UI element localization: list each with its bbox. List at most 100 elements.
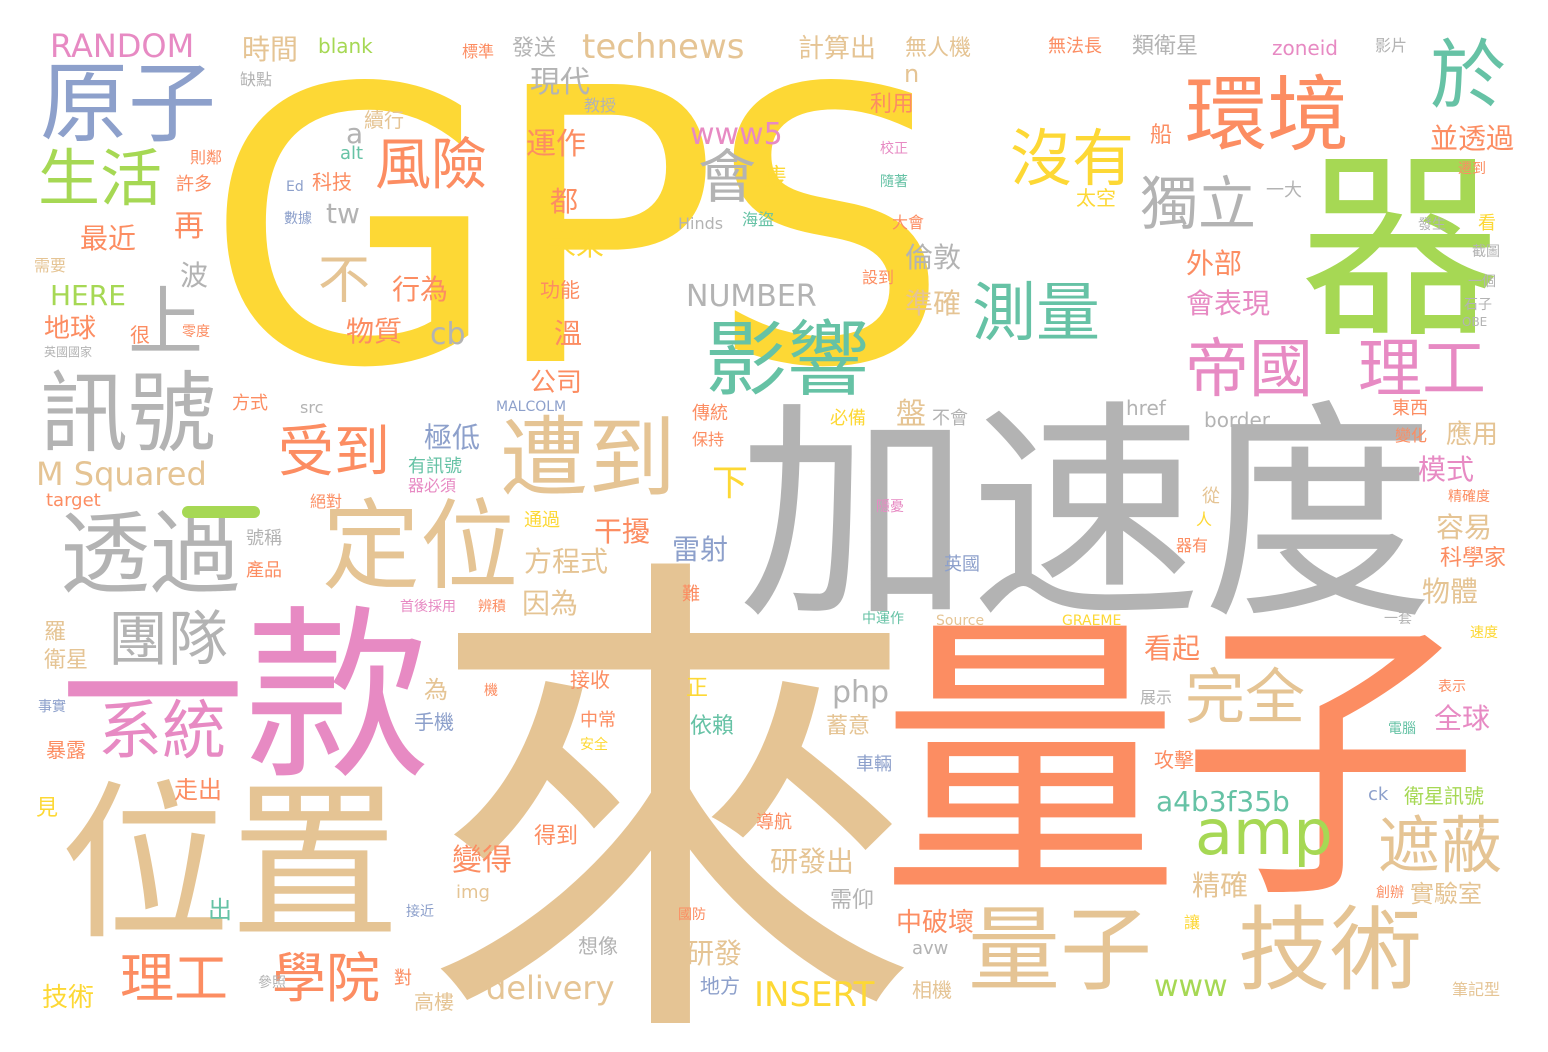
word: 團隊 — [108, 605, 228, 675]
word: 方程式 — [524, 545, 609, 578]
word: 看起 — [1144, 632, 1201, 665]
word: 國防 — [678, 907, 706, 923]
word: 船 — [1150, 123, 1173, 148]
word: avw — [912, 938, 949, 959]
word: 風險 — [375, 133, 487, 198]
word: 位置 — [60, 766, 401, 964]
word: 雷射 — [672, 533, 729, 566]
word: php — [832, 675, 890, 710]
word: 不 — [318, 251, 371, 311]
word: 人 — [1196, 510, 1213, 529]
word: 影片 — [1375, 36, 1408, 55]
word: 石子 — [1464, 297, 1492, 313]
word: 出 — [208, 896, 232, 924]
word: 相機 — [912, 978, 952, 1002]
word: OBE — [1462, 315, 1488, 329]
word: 則鄰 — [190, 148, 223, 167]
word: 功能 — [540, 278, 580, 302]
word: 運作 — [526, 127, 586, 162]
word: 電腦 — [1388, 721, 1416, 737]
word: 一套 — [1384, 611, 1412, 627]
word: 續行 — [364, 108, 404, 132]
word: 帝國 — [1185, 333, 1313, 407]
word: 遮蔽 — [1378, 809, 1503, 882]
word: 實驗室 — [1410, 880, 1482, 908]
word: GPS — [205, 8, 950, 451]
word: 看 — [1478, 213, 1496, 234]
word: 中運作 — [862, 611, 904, 627]
word: 速度 — [1470, 625, 1498, 641]
word: 首後採用 — [400, 599, 456, 615]
word: 於 — [1430, 31, 1506, 120]
word: 一大 — [1266, 180, 1302, 201]
word: 截圖 — [1472, 244, 1500, 260]
word: 干擾 — [594, 515, 651, 548]
word: alt — [340, 143, 364, 164]
word: 辨積 — [478, 599, 506, 615]
word: 通過 — [524, 510, 560, 531]
word: 讓 — [1184, 913, 1201, 932]
word: 筆記型 — [1452, 980, 1501, 999]
word: 展示 — [1140, 688, 1173, 707]
word: 無法長 — [1048, 36, 1102, 57]
word: 訊號 — [40, 362, 217, 465]
word: 不會 — [932, 408, 968, 429]
word: Ed — [286, 179, 304, 195]
word: tw — [326, 197, 360, 230]
word: 極低 — [424, 421, 481, 454]
word: 都 — [550, 185, 579, 218]
word: 類衛星 — [1132, 34, 1199, 59]
word: 高樓 — [414, 990, 454, 1014]
word: 海盜 — [742, 210, 775, 229]
word: 很 — [130, 323, 150, 347]
word: delivery — [486, 969, 615, 1007]
word: 標準 — [462, 42, 495, 61]
word: 導航 — [756, 812, 792, 833]
word: 會 — [698, 143, 757, 211]
word: 必備 — [830, 408, 866, 429]
word: 未來 — [548, 229, 605, 262]
word: 得到 — [534, 824, 579, 849]
word: 走出 — [174, 776, 222, 804]
word: 透過 — [60, 502, 240, 607]
word: 來 — [422, 519, 922, 1052]
word: 為 — [424, 676, 448, 704]
word: 精確度 — [1448, 489, 1490, 505]
word: 隱憂 — [876, 499, 904, 515]
word: 產品 — [246, 560, 282, 581]
word: 手機 — [414, 710, 454, 734]
word: 盤 — [896, 397, 926, 432]
word: 生活 — [38, 142, 163, 215]
word: 科技 — [312, 170, 352, 194]
word: 依賴 — [690, 714, 735, 739]
word: 許多 — [176, 174, 212, 195]
word: 公司 — [530, 368, 583, 398]
word: href — [1126, 396, 1166, 420]
word: 定位 — [322, 490, 519, 604]
word: img — [456, 882, 490, 903]
word: 英國國家 — [44, 345, 93, 359]
word: HERE — [50, 279, 126, 312]
word: 無人機 — [905, 36, 972, 61]
word: 系統 — [98, 695, 226, 769]
word: 原子 — [40, 52, 217, 155]
word: blank — [318, 34, 373, 58]
word: 最近 — [80, 222, 137, 255]
word: 攻擊 — [1154, 748, 1194, 772]
word: 理工 — [1358, 333, 1486, 407]
word: 全球 — [1434, 702, 1491, 735]
word: 器有 — [1176, 536, 1209, 555]
word: a4b3f35b — [1156, 785, 1290, 818]
word: 變得 — [452, 843, 512, 878]
word: technews — [582, 27, 745, 67]
word: NUMBER — [686, 279, 817, 314]
word: 影響 — [705, 313, 870, 408]
word: 學院 — [272, 947, 380, 1010]
word: RANDOM — [50, 27, 195, 65]
word: 接收 — [570, 668, 610, 692]
word: 物質 — [346, 315, 403, 348]
word: 沒有 — [1010, 122, 1135, 195]
word: 中破壞 — [896, 908, 975, 938]
word: 環境 — [1185, 68, 1350, 163]
